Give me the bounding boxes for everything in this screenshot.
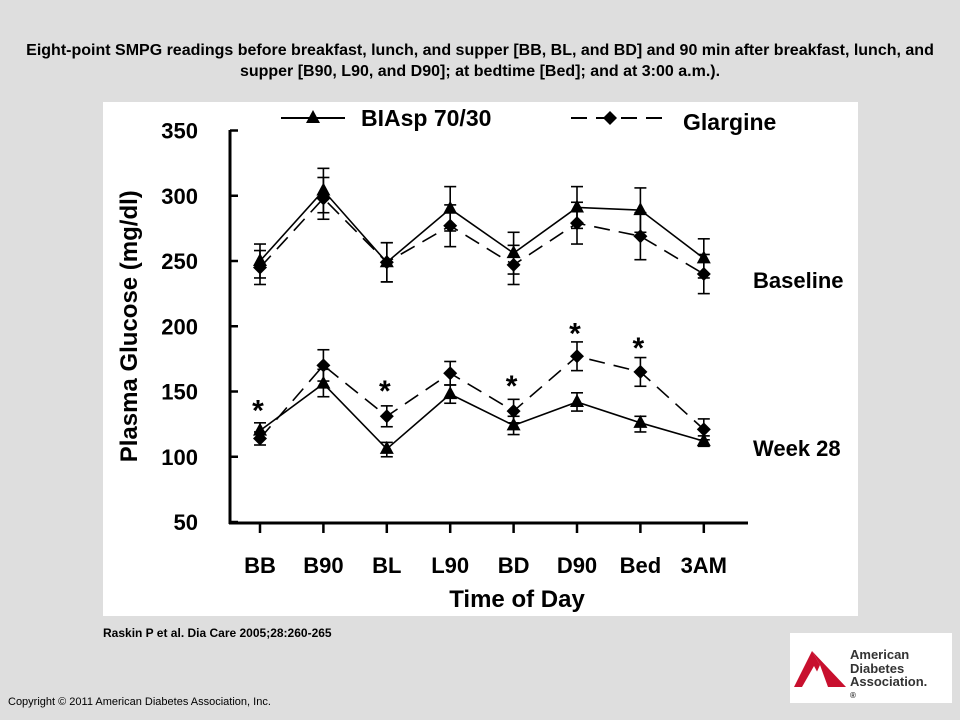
ada-logo: American Diabetes Association. ®	[790, 633, 952, 703]
logo-line-2: Diabetes	[850, 660, 905, 676]
x-tick-label-bb: BB	[244, 553, 276, 578]
point-week-28-biasp-bl	[379, 440, 394, 454]
point-week-28-biasp-d90	[570, 393, 584, 407]
logo-line-1: American	[850, 647, 910, 662]
point-week-28-glargine-bd	[506, 404, 521, 419]
point-week-28-biasp-bd	[506, 417, 521, 431]
point-baseline-glargine-bl	[379, 255, 394, 270]
legend-label-biasp: BIAsp 70/30	[361, 105, 491, 131]
point-week-28-glargine-3am	[696, 422, 711, 437]
significance-asterisk-bd: *	[506, 370, 518, 403]
y-tick-label-150: 150	[161, 380, 198, 405]
series-line-baseline-biasp	[259, 189, 705, 264]
x-tick-label-l90: L90	[431, 553, 469, 578]
significance-asterisk-bb: *	[252, 395, 264, 428]
x-tick-label-bd: BD	[498, 553, 530, 578]
point-baseline-glargine-l90	[443, 218, 458, 233]
legend-label-glargine: Glargine	[683, 109, 776, 135]
citation: Raskin P et al. Dia Care 2005;28:260-265	[103, 626, 332, 640]
y-tick-label-250: 250	[161, 249, 198, 274]
x-tick-label-b90: B90	[303, 553, 343, 578]
y-tick-label-50: 50	[174, 510, 198, 535]
x-tick-label-bed: Bed	[620, 553, 662, 578]
point-week-28-glargine-bl	[379, 409, 394, 424]
point-week-28-glargine-l90	[443, 366, 458, 381]
series-line-week-28-biasp	[259, 382, 705, 451]
x-axis-title: Time of Day	[449, 586, 585, 613]
glucose-chart: 50 100 150 200 250 300 350 BB B90 BL L90 BD D90 Bed 3A…	[116, 105, 844, 613]
significance-asterisk-d90: *	[569, 318, 581, 351]
x-tick-label-3am: 3AM	[681, 553, 727, 578]
y-tick-label-200: 200	[161, 314, 198, 339]
significance-asterisk-bed: *	[633, 332, 645, 365]
series-line-week-28-glargine	[259, 355, 705, 440]
point-week-28-glargine-d90	[570, 349, 584, 364]
x-tick-label-d90: D90	[557, 553, 597, 578]
point-week-28-glargine-b90	[316, 358, 331, 373]
point-baseline-glargine-3am	[696, 267, 711, 282]
point-baseline-glargine-bb	[253, 260, 267, 275]
logo-registered-mark: ®	[850, 690, 856, 700]
significance-asterisk-bl: *	[379, 375, 391, 408]
point-week-28-glargine-bed	[633, 364, 648, 379]
series-line-baseline-glargine	[259, 197, 705, 275]
point-baseline-glargine-bed	[633, 229, 648, 244]
legend-marker-biasp	[306, 110, 320, 123]
point-baseline-glargine-bd	[506, 257, 521, 272]
group-label-baseline: Baseline	[753, 268, 844, 293]
point-week-28-biasp-bed	[633, 414, 648, 428]
legend-marker-glargine	[603, 111, 617, 125]
point-week-28-biasp-b90	[316, 375, 331, 389]
plot-panel: 50 100 150 200 250 300 350 BB B90 BL L90 BD D90 Bed 3A…	[103, 102, 858, 616]
y-tick-label-350: 350	[161, 119, 198, 144]
group-label-week-28: Week 28	[753, 436, 841, 461]
logo-line-3: Association.	[850, 674, 928, 689]
point-baseline-biasp-bed	[633, 202, 648, 216]
copyright-notice: Copyright © 2011 American Diabetes Assoc…	[8, 696, 271, 708]
y-tick-label-300: 300	[161, 184, 198, 209]
x-tick-label-bl: BL	[372, 553, 401, 578]
point-baseline-glargine-b90	[316, 191, 331, 206]
point-baseline-glargine-d90	[570, 216, 584, 231]
point-week-28-glargine-bb	[253, 431, 267, 446]
y-axis-title: Plasma Glucose (mg/dl)	[116, 190, 143, 462]
point-week-28-biasp-l90	[443, 386, 458, 400]
chart-title: Eight-point SMPG readings before breakfa…	[26, 42, 934, 80]
ada-triangle-icon	[794, 651, 846, 687]
y-tick-label-100: 100	[161, 445, 198, 470]
